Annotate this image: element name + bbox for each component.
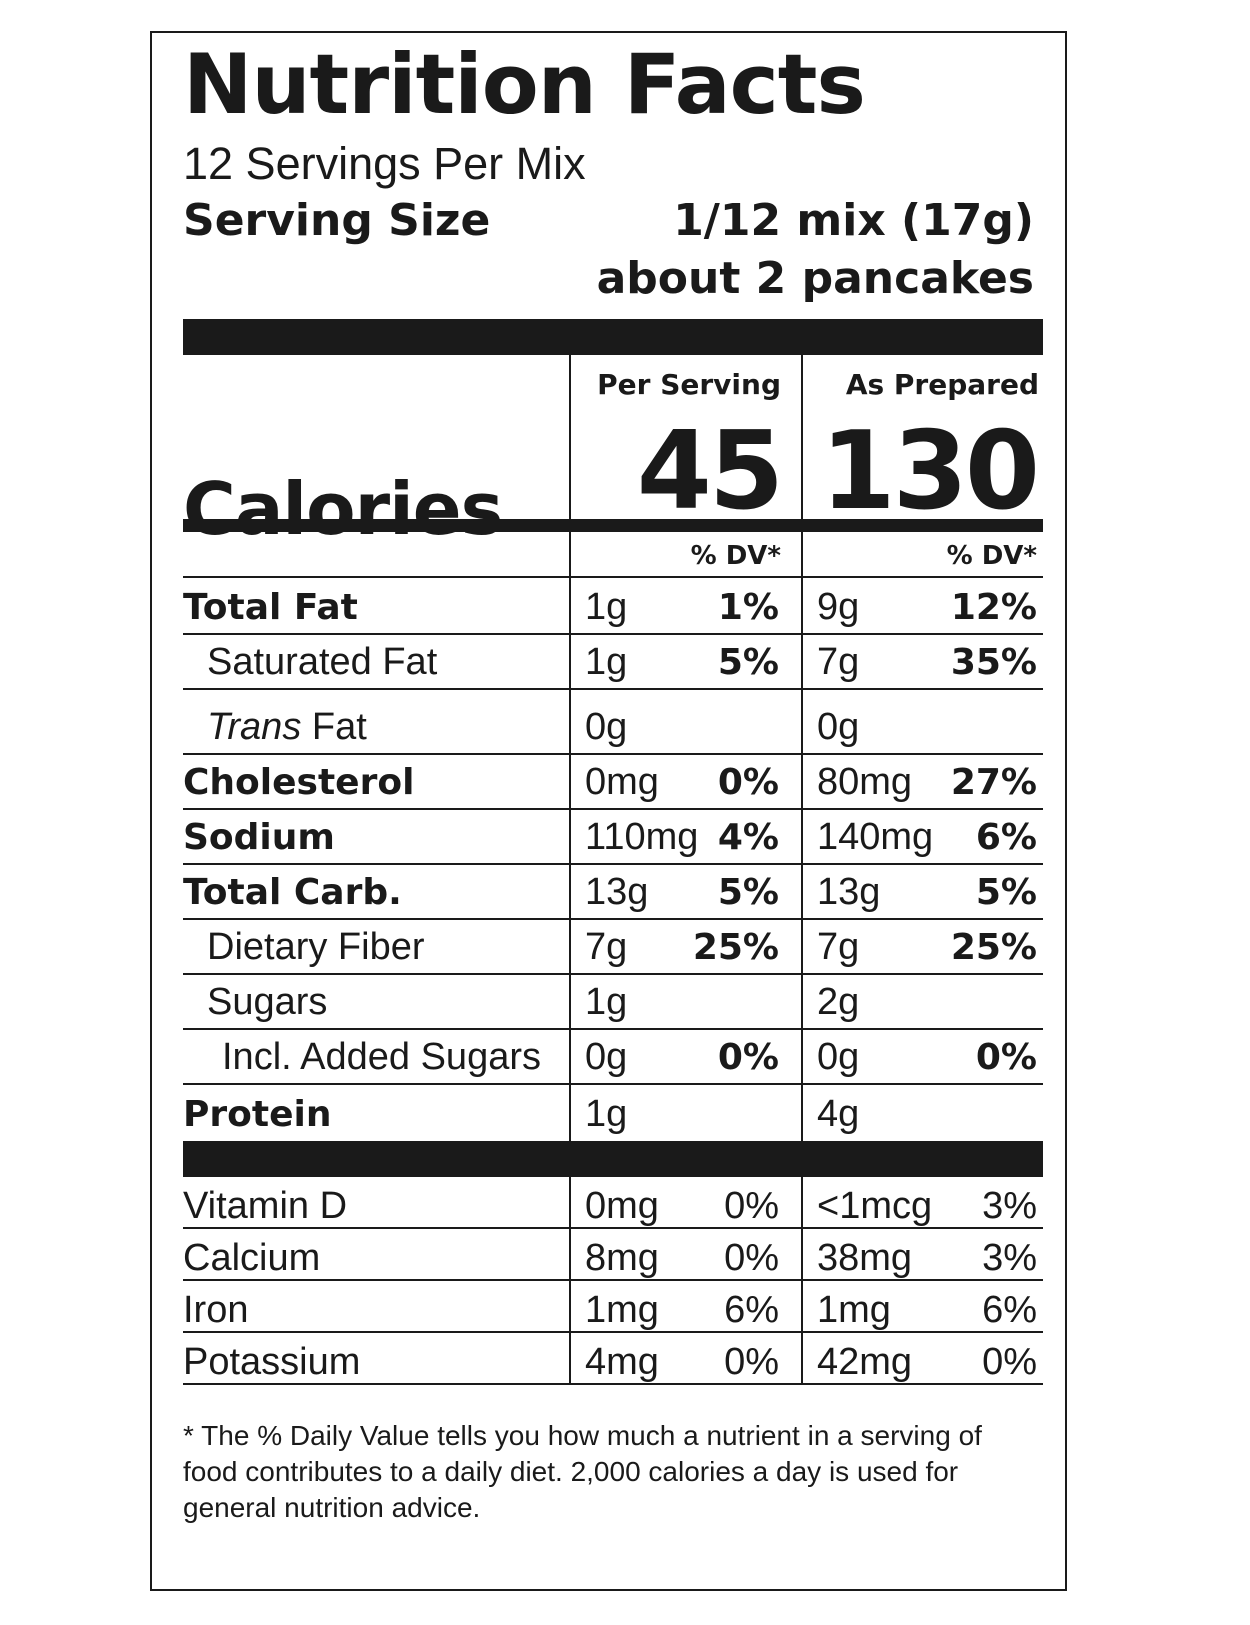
per-serving-daily-value: 6% xyxy=(724,1289,779,1331)
as-prepared-daily-value: 27% xyxy=(950,762,1037,803)
medium-divider-calories xyxy=(183,519,1043,532)
nutrient-row-divider xyxy=(183,863,1043,865)
serving-size-label: Serving Size xyxy=(183,195,491,246)
per-serving-amount: 0g xyxy=(585,706,628,748)
per-serving-daily-value: 1% xyxy=(717,587,779,628)
nutrient-row-divider xyxy=(183,973,1043,975)
nutrient-name: Sodium xyxy=(183,817,335,858)
as-prepared-daily-value: 6% xyxy=(982,1289,1037,1331)
dv-header-as-prepared: % DV* xyxy=(946,541,1037,571)
per-serving-amount: 0mg xyxy=(585,1185,659,1227)
calories-per-serving: 45 xyxy=(636,409,784,534)
per-serving-amount: 7g xyxy=(585,926,628,968)
per-serving-amount: 1g xyxy=(585,586,628,628)
nutrient-row-divider xyxy=(183,753,1043,755)
as-prepared-amount: 9g xyxy=(817,586,860,628)
serving-size-description: about 2 pancakes xyxy=(596,253,1034,304)
as-prepared-amount: 7g xyxy=(817,926,860,968)
nutrient-name: Dietary Fiber xyxy=(207,926,425,968)
per-serving-amount: 1mg xyxy=(585,1289,659,1331)
as-prepared-amount: 4g xyxy=(817,1093,860,1135)
nutrient-name: Cholesterol xyxy=(183,762,415,803)
servings-per-container: 12 Servings Per Mix xyxy=(183,138,586,189)
as-prepared-amount: 7g xyxy=(817,641,860,683)
calories-as-prepared: 130 xyxy=(820,409,1040,534)
as-prepared-amount: 38mg xyxy=(817,1237,913,1279)
per-serving-amount: 1g xyxy=(585,981,628,1023)
daily-value-footnote: * The % Daily Value tells you how much a… xyxy=(183,1420,982,1523)
as-prepared-amount: 13g xyxy=(817,871,881,913)
nutrient-row-divider xyxy=(183,1083,1043,1085)
per-serving-amount: 0mg xyxy=(585,761,659,803)
nutrient-row-divider xyxy=(183,808,1043,810)
per-serving-daily-value: 0% xyxy=(724,1341,779,1383)
per-serving-daily-value: 5% xyxy=(717,642,779,683)
column-header-per-serving: Per Serving xyxy=(597,368,781,401)
column-header-as-prepared: As Prepared xyxy=(845,368,1039,401)
per-serving-daily-value: 25% xyxy=(692,927,779,968)
vitamin-name: Calcium xyxy=(183,1237,321,1279)
per-serving-daily-value: 0% xyxy=(724,1185,779,1227)
serving-size-value: 1/12 mix (17g) xyxy=(673,195,1034,246)
as-prepared-amount: 42mg xyxy=(817,1341,913,1383)
nutrient-row-divider xyxy=(183,633,1043,635)
column-divider-as-prepared xyxy=(801,355,803,1385)
vitamin-name: Potassium xyxy=(183,1341,361,1383)
as-prepared-daily-value: 35% xyxy=(950,642,1037,683)
as-prepared-amount: <1mcg xyxy=(817,1185,933,1227)
vitamin-row-divider xyxy=(183,1279,1043,1281)
per-serving-daily-value: 0% xyxy=(717,1037,779,1078)
as-prepared-daily-value: 25% xyxy=(950,927,1037,968)
as-prepared-daily-value: 6% xyxy=(975,817,1037,858)
nutrient-name: Total Fat xyxy=(183,587,358,628)
per-serving-amount: 1g xyxy=(585,1093,628,1135)
as-prepared-daily-value: 3% xyxy=(982,1185,1037,1227)
nutrient-name: Incl. Added Sugars xyxy=(222,1036,541,1078)
calories-label: Calories xyxy=(183,467,503,551)
as-prepared-daily-value: 12% xyxy=(950,587,1037,628)
nutrient-name: Trans Fat xyxy=(207,708,367,746)
per-serving-amount: 4mg xyxy=(585,1341,659,1383)
per-serving-amount: 1g xyxy=(585,641,628,683)
as-prepared-amount: 140mg xyxy=(817,816,934,858)
per-serving-amount: 13g xyxy=(585,871,649,913)
nutrient-row-divider xyxy=(183,1028,1043,1030)
per-serving-daily-value: 0% xyxy=(724,1237,779,1279)
per-serving-amount: 110mg xyxy=(585,816,699,858)
as-prepared-amount: 80mg xyxy=(817,761,913,803)
nutrient-name: Protein xyxy=(183,1094,332,1135)
as-prepared-daily-value: 5% xyxy=(975,872,1037,913)
as-prepared-amount: 0g xyxy=(817,706,860,748)
nutrient-row-divider xyxy=(183,688,1043,690)
per-serving-daily-value: 5% xyxy=(717,872,779,913)
per-serving-amount: 0g xyxy=(585,1036,628,1078)
nutrient-name: Sugars xyxy=(207,981,328,1023)
as-prepared-amount: 2g xyxy=(817,981,860,1023)
dv-header-per-serving: % DV* xyxy=(690,541,781,571)
as-prepared-amount: 1mg xyxy=(817,1289,891,1331)
vitamin-name: Iron xyxy=(183,1289,249,1331)
as-prepared-daily-value: 3% xyxy=(982,1237,1037,1279)
vitamin-row-divider xyxy=(183,1227,1043,1229)
vitamin-row-divider xyxy=(183,1383,1043,1385)
per-serving-daily-value: 4% xyxy=(717,817,779,858)
per-serving-amount: 8mg xyxy=(585,1237,659,1279)
thick-divider-vitamins xyxy=(183,1141,1043,1177)
as-prepared-amount: 0g xyxy=(817,1036,860,1078)
nutrient-name-rest: Fat xyxy=(301,706,367,748)
as-prepared-daily-value: 0% xyxy=(982,1341,1037,1383)
as-prepared-daily-value: 0% xyxy=(975,1037,1037,1078)
panel-title: Nutrition Facts xyxy=(183,36,866,133)
nutrient-name: Total Carb. xyxy=(183,872,402,913)
thick-divider-top xyxy=(183,319,1043,355)
vitamin-row-divider xyxy=(183,1331,1043,1333)
nutrient-name-italic: Trans xyxy=(207,706,302,748)
per-serving-daily-value: 0% xyxy=(717,762,779,803)
divider-dv-header xyxy=(183,576,1043,578)
vitamin-name: Vitamin D xyxy=(183,1185,348,1227)
nutrient-name: Saturated Fat xyxy=(207,641,438,683)
column-divider-per-serving xyxy=(569,355,571,1385)
nutrition-facts-panel: Nutrition Facts 12 Servings Per Mix Serv… xyxy=(150,31,1067,1591)
nutrient-row-divider xyxy=(183,918,1043,920)
